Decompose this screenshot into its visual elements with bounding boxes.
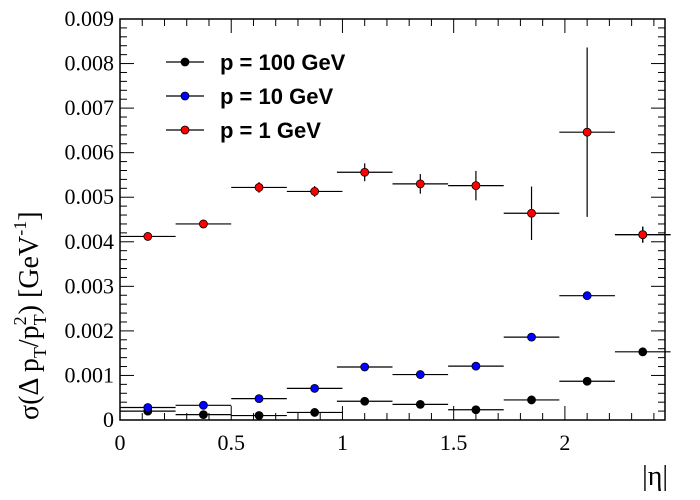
x-tick-label: 0 [115, 430, 126, 455]
data-point [471, 181, 481, 191]
data-point [415, 179, 425, 189]
data-point [527, 332, 536, 342]
data-point [310, 187, 320, 196]
y-tick-label: 0.002 [65, 318, 115, 343]
data-point [360, 396, 370, 406]
data-point [199, 400, 208, 410]
data-point [582, 127, 592, 137]
x-tick-label: 0.5 [217, 430, 245, 455]
data-point [310, 383, 320, 393]
x-tick-label: 2 [559, 430, 570, 455]
data-point [582, 291, 592, 301]
legend-label: p = 10 GeV [220, 84, 333, 109]
plot-frame [119, 18, 666, 421]
y-tick-label: 0.006 [65, 140, 115, 165]
axis-tick-labels: 0 0.001 0.002 0.003 0.004 0.005 0.006 0.007 0.00… [65, 6, 571, 455]
data-point [415, 400, 425, 409]
data-point [582, 376, 592, 386]
legend: p = 100 GeV p = 10 GeV p = 1 GeV [166, 50, 346, 143]
x-axis-title: |η| [642, 461, 668, 492]
data-point [527, 395, 536, 405]
data-point [527, 208, 536, 218]
legend-label: p = 1 GeV [220, 118, 321, 143]
y-tick-label: 0.007 [65, 95, 115, 120]
data-point [199, 410, 208, 420]
y-tick-label: 0 [103, 407, 114, 432]
data-point [360, 167, 370, 177]
data-point [471, 361, 481, 371]
data-point [360, 362, 370, 372]
legend-marker [180, 91, 190, 101]
y-tick-label: 0.004 [65, 229, 115, 254]
legend-marker [180, 57, 190, 67]
data-point [254, 394, 264, 404]
legend-marker [180, 125, 190, 135]
series-2 [120, 47, 671, 243]
y-tick-label: 0.001 [65, 362, 115, 387]
axis-ticks [119, 18, 665, 421]
y-tick-label: 0.005 [65, 184, 115, 209]
y-tick-label: 0.009 [65, 6, 115, 31]
data-point [310, 408, 320, 417]
x-tick-label: 1 [337, 430, 348, 455]
y-axis-title: σ(Δ pT/p2T) [GeV-1] [10, 211, 50, 420]
data-point [471, 405, 481, 415]
data-point [199, 219, 208, 229]
x-tick-label: 1.5 [440, 430, 468, 455]
data-point [638, 347, 648, 357]
data-point [254, 411, 264, 420]
legend-label: p = 100 GeV [220, 50, 346, 75]
data-point [143, 403, 153, 412]
data-point [143, 232, 153, 241]
data-point [254, 183, 264, 192]
data-point [638, 230, 648, 240]
data-series [120, 47, 671, 420]
y-tick-label: 0.003 [65, 273, 115, 298]
data-point [415, 370, 425, 379]
y-tick-label: 0.008 [65, 51, 115, 76]
